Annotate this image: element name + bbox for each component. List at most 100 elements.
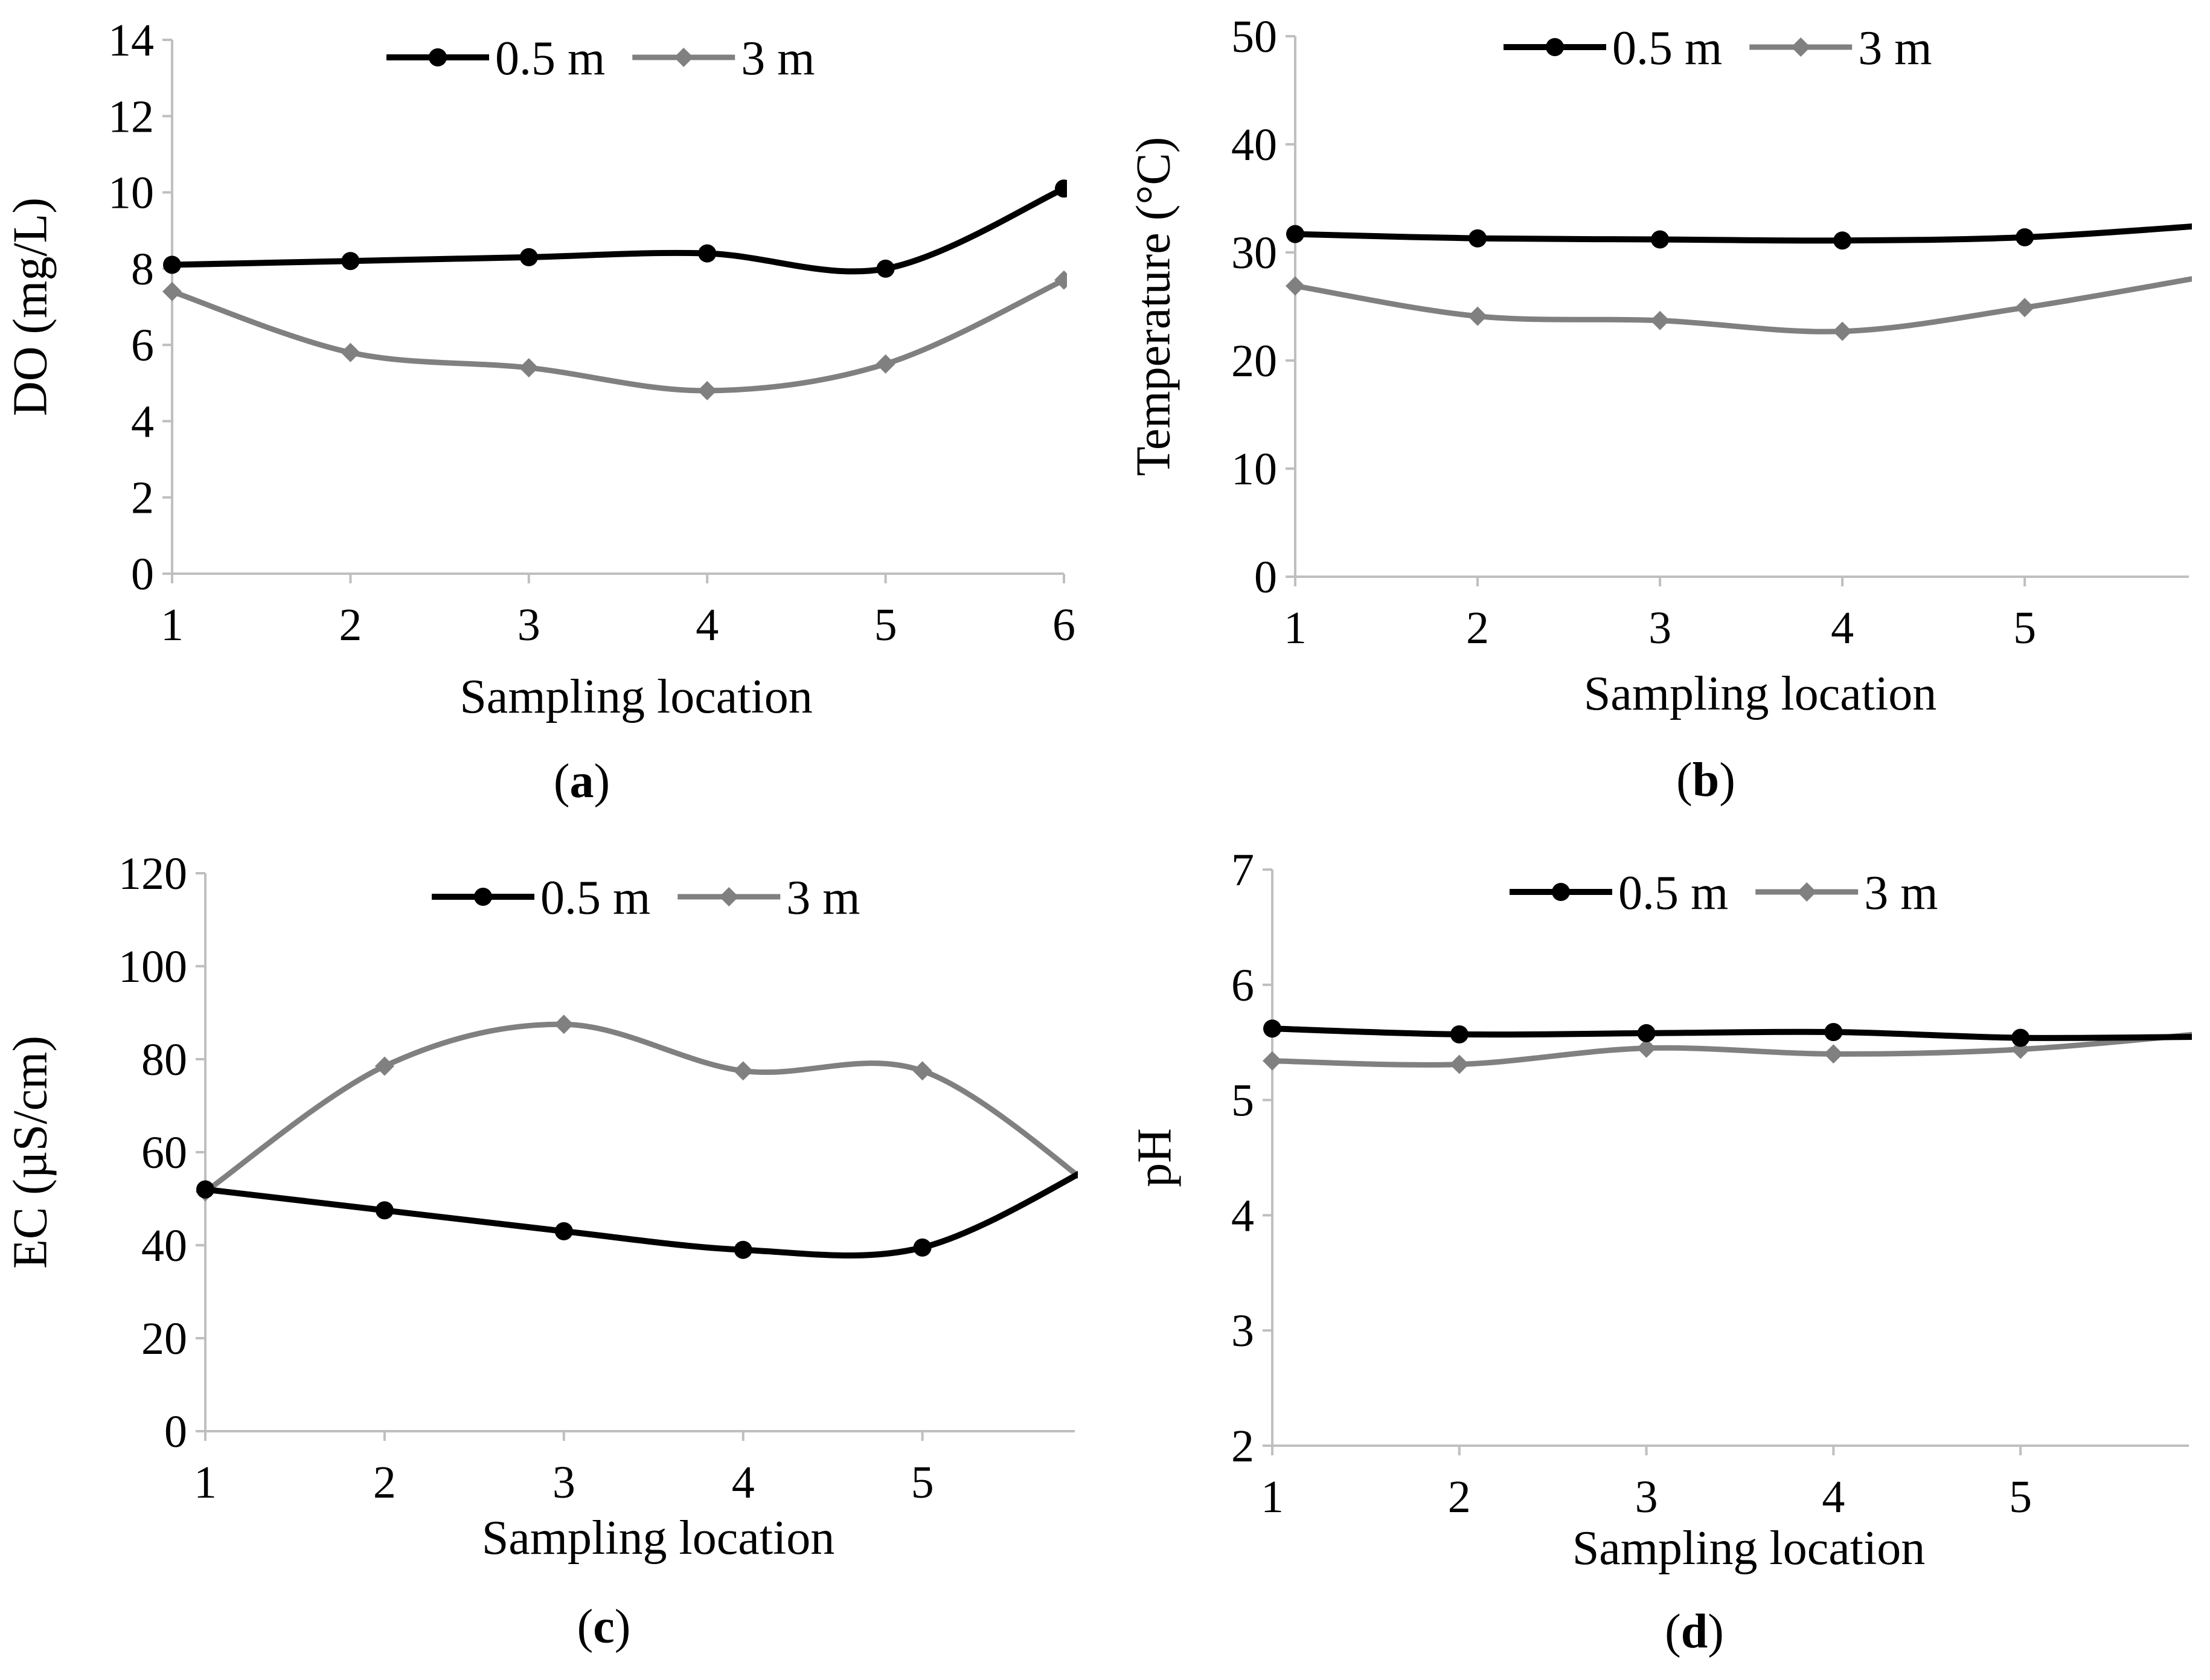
data-point [876, 259, 895, 278]
legend-marker [1797, 882, 1817, 902]
data-point [1286, 276, 1305, 296]
y-tick-label: 4 [131, 396, 154, 447]
data-point [1263, 1019, 1281, 1038]
data-point [1092, 1184, 1112, 1204]
series-line [1269, 1025, 2192, 1041]
legend: 0.5 m 3 m [432, 871, 860, 925]
legend-label: 0.5 m [1612, 22, 1722, 75]
data-point [1636, 1038, 1656, 1058]
data-point [519, 248, 538, 266]
data-point [1651, 230, 1670, 249]
series-3-m [1286, 276, 2192, 341]
y-tick-label: 0 [164, 1406, 187, 1457]
data-point [1824, 1044, 1843, 1064]
y-tick-label: 10 [1231, 444, 1277, 495]
series-line [1292, 223, 2192, 244]
data-point [912, 1061, 932, 1081]
series-0-5-m [163, 179, 1067, 278]
series-line [1292, 276, 2192, 335]
y-tick-label: 40 [141, 1220, 187, 1271]
data-point [697, 380, 717, 400]
data-point [375, 1201, 394, 1220]
y-axis-title: Temperature (°C) [1127, 137, 1180, 476]
series-0-5-m [1263, 1019, 2210, 1047]
x-tick-label: 5 [911, 1457, 934, 1508]
legend: 0.5 m 3 m [1504, 22, 1932, 75]
y-tick-label: 2 [1231, 1421, 1254, 1472]
x-tick-label: 5 [2013, 603, 2036, 653]
x-tick-label: 4 [732, 1457, 755, 1508]
data-point [913, 1238, 932, 1257]
x-tick-label: 3 [1635, 1472, 1658, 1522]
data-point [733, 1061, 753, 1081]
y-tick-label: 120 [118, 848, 187, 899]
x-axis-title: Sampling location [1572, 1522, 1925, 1575]
panel-label: (b) [1676, 754, 1735, 807]
x-tick-label: 2 [1448, 1472, 1471, 1522]
data-point [734, 1240, 752, 1259]
data-point [196, 1180, 214, 1199]
y-tick-label: 20 [1231, 336, 1277, 386]
data-point [1286, 225, 1304, 243]
legend-marker [1546, 38, 1564, 56]
legend: 0.5 m 3 m [386, 32, 815, 85]
data-point [519, 358, 539, 378]
series-0-5-m [1286, 223, 2192, 250]
y-tick-label: 12 [108, 91, 154, 142]
y-tick-label: 0 [1254, 552, 1277, 603]
y-tick-label: 7 [1231, 845, 1254, 896]
x-tick-label: 2 [339, 600, 362, 650]
x-tick-label: 5 [2009, 1472, 2032, 1522]
series-0-5-m [196, 1170, 1078, 1259]
data-point [876, 354, 895, 374]
data-point [2198, 1024, 2210, 1043]
x-tick-label: 3 [517, 600, 540, 650]
y-tick-label: 14 [108, 15, 154, 66]
legend-marker [1791, 37, 1811, 57]
x-tick-label: 2 [373, 1457, 396, 1508]
x-tick-label: 1 [194, 1457, 217, 1508]
data-point [1468, 306, 1488, 326]
series-3-m [196, 1015, 1112, 1204]
y-tick-label: 10 [108, 168, 154, 219]
data-point [2199, 1028, 2210, 1046]
data-point [374, 1056, 394, 1076]
data-point [1650, 310, 1670, 330]
y-tick-label: 100 [118, 941, 187, 992]
data-point [1637, 1024, 1656, 1042]
x-axis-title: Sampling location [482, 1512, 834, 1565]
series-line [1269, 1031, 2192, 1068]
data-point [1449, 1054, 1469, 1074]
y-tick-label: 0 [131, 549, 154, 600]
y-tick-label: 6 [131, 320, 154, 371]
legend-label: 3 m [1864, 867, 1938, 920]
panel-label: (c) [577, 1600, 631, 1653]
x-tick-label: 3 [1648, 603, 1671, 653]
x-tick-label: 3 [552, 1457, 575, 1508]
legend-label: 3 m [786, 871, 860, 925]
x-tick-label: 6 [1052, 600, 1075, 650]
data-point [163, 255, 181, 274]
legend-marker [1552, 883, 1570, 901]
legend-label: 0.5 m [540, 871, 650, 925]
y-tick-label: 20 [141, 1313, 187, 1364]
x-axis-title: Sampling location [460, 670, 812, 723]
data-point [2015, 298, 2035, 318]
legend-marker [719, 887, 739, 906]
data-point [1450, 1025, 1469, 1044]
data-point [2016, 228, 2034, 246]
legend-label: 0.5 m [1618, 867, 1728, 920]
series-line [169, 185, 1067, 275]
legend: 0.5 m 3 m [1510, 867, 1938, 920]
y-tick-label: 40 [1231, 120, 1277, 170]
x-tick-label: 4 [1822, 1472, 1845, 1522]
y-axis-title: EC (µS/cm) [4, 1036, 57, 1269]
panel-label: (d) [1665, 1605, 1724, 1658]
y-tick-label: 60 [141, 1127, 187, 1178]
y-tick-label: 4 [1231, 1190, 1254, 1241]
y-axis-title: DO (mg/L) [4, 197, 57, 416]
panel-label: (a) [554, 755, 610, 808]
